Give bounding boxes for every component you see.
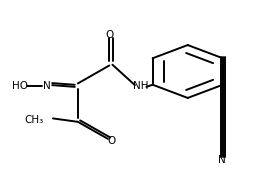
Text: N: N bbox=[43, 81, 50, 91]
Text: HO: HO bbox=[12, 81, 28, 91]
Text: N: N bbox=[218, 155, 226, 165]
Text: O: O bbox=[105, 30, 113, 40]
Text: CH₃: CH₃ bbox=[25, 115, 44, 125]
Text: NH: NH bbox=[133, 81, 148, 91]
Text: O: O bbox=[108, 136, 116, 146]
